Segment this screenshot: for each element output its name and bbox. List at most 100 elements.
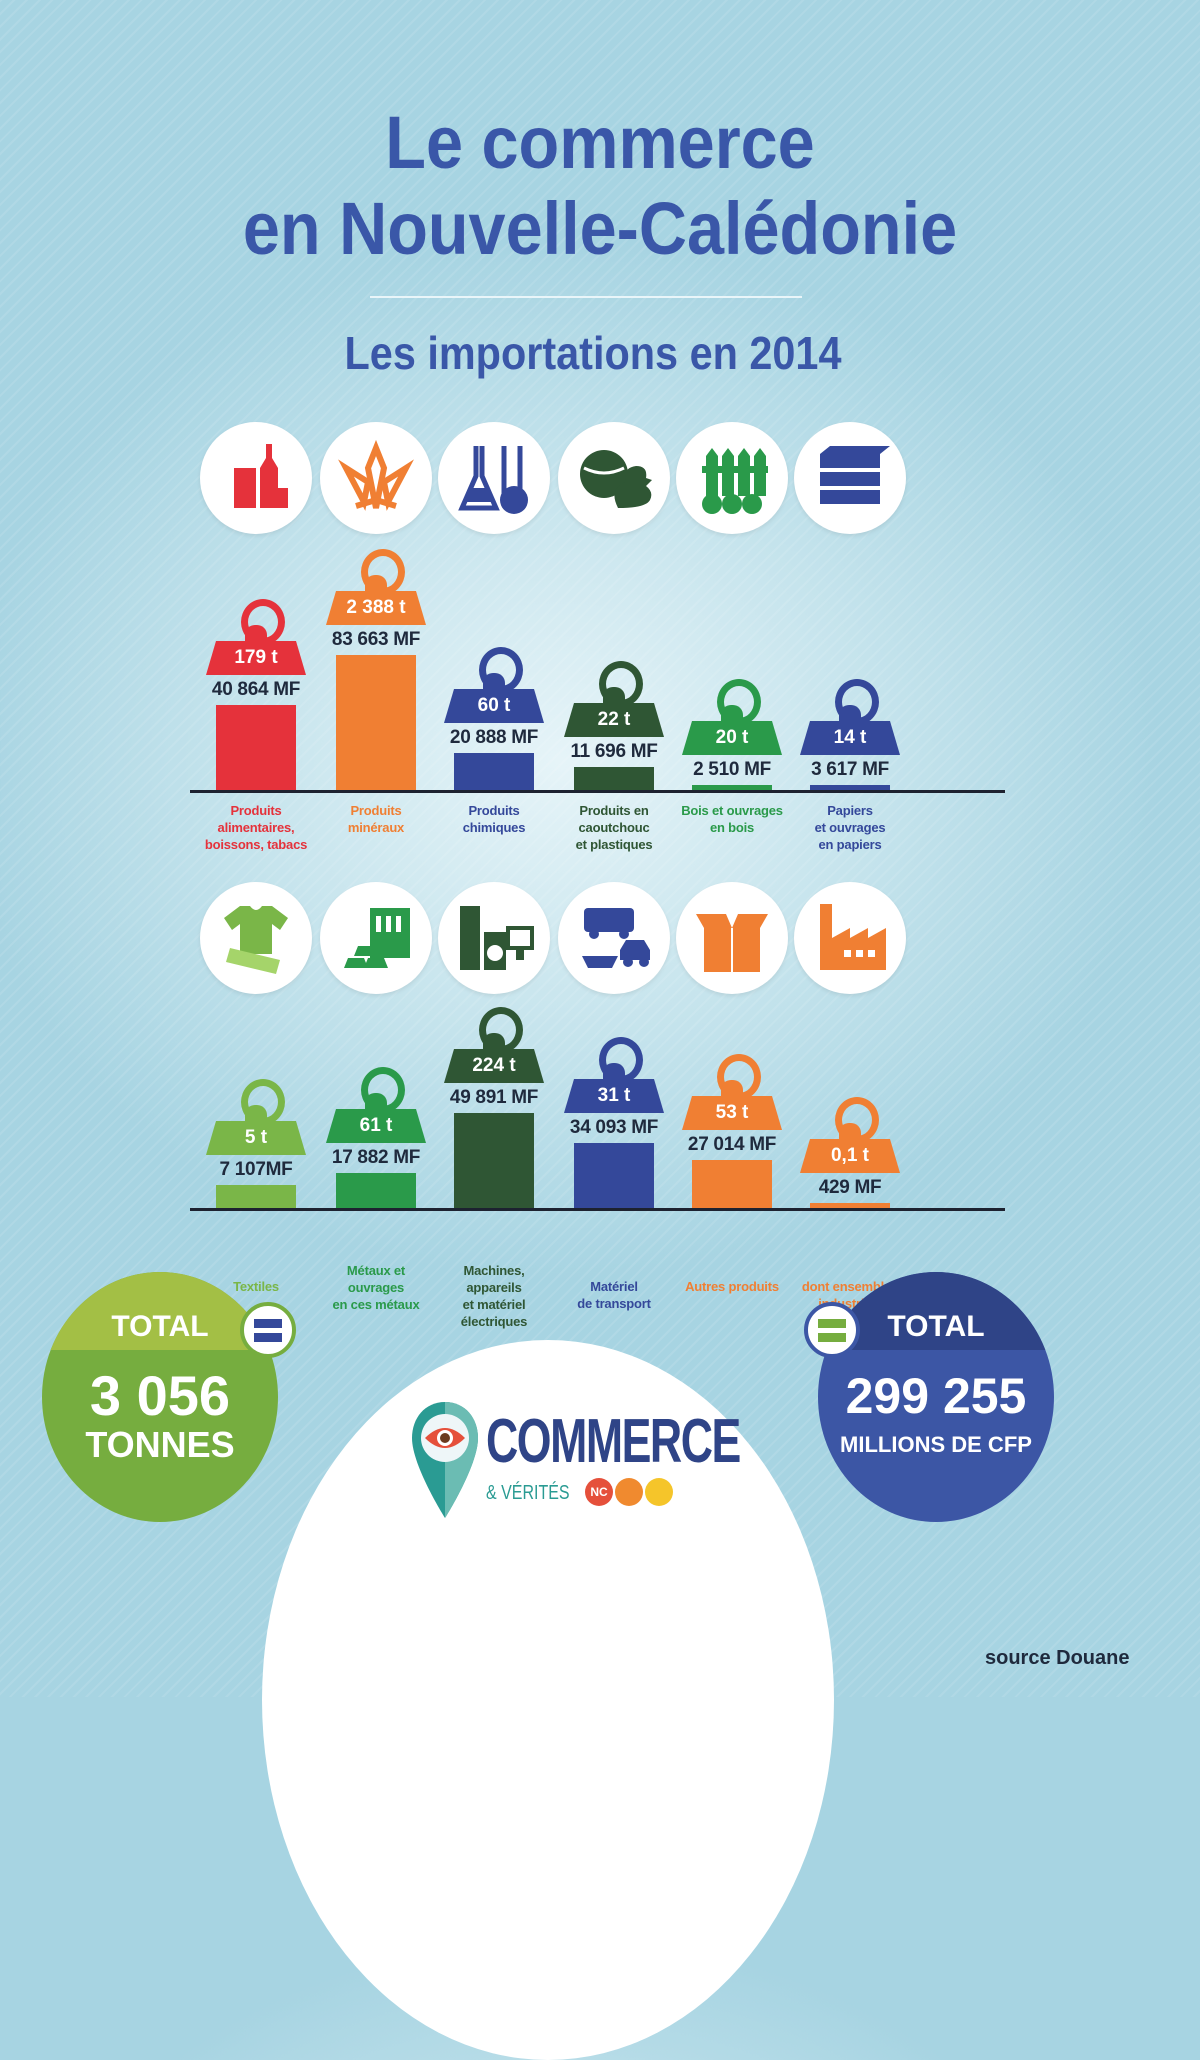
title-line-1: Le commerce — [385, 101, 815, 184]
weight-handle-icon — [831, 1097, 879, 1143]
weight-bar: 179 t 40 864 MF — [206, 599, 306, 790]
appliances-icon-circle — [438, 882, 550, 994]
category-label-line: Autres produits — [685, 1279, 779, 1294]
category-label: Produits en caoutchouc et plastiques — [544, 802, 684, 853]
value-label: 34 093 MF — [569, 1117, 659, 1138]
category-label-line: Produits — [468, 803, 520, 818]
tonnage-label: 61 t — [326, 1109, 426, 1143]
value-label: 11 696 MF — [570, 741, 658, 762]
total-tonnes-badge: TOTAL 3 056 TONNES — [42, 1272, 278, 1522]
value-label: 20 888 MF — [449, 727, 539, 748]
weight-bar: 31 t 34 093 MF — [564, 1037, 664, 1208]
logo-badge: NC — [585, 1478, 613, 1506]
total-tonnes-value: 3 056 — [89, 1364, 231, 1427]
category-label-line: Produits — [230, 803, 282, 818]
weight-handle-icon — [237, 599, 285, 645]
weight-handle-icon — [831, 679, 879, 725]
equals-icon — [804, 1302, 860, 1358]
weight-bar: 14 t 3 617 MF — [800, 679, 900, 790]
value-label: 83 663 MF — [331, 629, 421, 650]
weight-bar: 22 t 11 696 MF — [564, 661, 664, 790]
category-label: Autres produits — [662, 1278, 802, 1295]
tonnage-label: 224 t — [444, 1049, 544, 1083]
category-label-line: alimentaires, — [217, 820, 295, 835]
paper-books-icon — [820, 446, 890, 504]
weight-bar: 20 t 2 510 MF — [682, 679, 782, 790]
tonnage-label: 60 t — [444, 689, 544, 723]
value-label: 2 510 MF — [693, 759, 771, 780]
logo: COMMERCE & VÉRITÉS NC — [410, 1400, 741, 1540]
bar — [216, 1185, 296, 1208]
tonnage-label: 5 t — [206, 1121, 306, 1155]
paper-books-icon-circle — [794, 422, 906, 534]
weight-bar: 224 t 49 891 MF — [444, 1007, 544, 1208]
category-label-line: Matériel — [590, 1279, 638, 1294]
total-value-unit: MILLIONS DE CFP — [840, 1432, 1032, 1457]
chemistry-flask-icon — [458, 446, 528, 514]
tonnage-label: 0,1 t — [800, 1139, 900, 1173]
total-value-value: 299 255 — [845, 1368, 1027, 1424]
value-label: 3 617 MF — [811, 759, 889, 780]
category-label: Produits chimiques — [424, 802, 564, 836]
tonnage-label: 179 t — [206, 641, 306, 675]
title-line-2: en Nouvelle-Calédonie — [242, 187, 958, 270]
total-tonnes-unit: TONNES — [85, 1424, 235, 1465]
category-label-line: appareils — [466, 1280, 522, 1295]
weight-handle-icon — [475, 1007, 523, 1053]
bar — [810, 785, 890, 790]
ball-duck-icon-circle — [558, 422, 670, 534]
category-label: Métaux et ouvrages en ces métaux — [306, 1262, 446, 1313]
category-label-line: de transport — [577, 1296, 651, 1311]
textile-shirt-icon — [224, 906, 288, 974]
weight-handle-icon — [595, 1037, 643, 1083]
box-icon — [696, 914, 768, 972]
weight-bar: 61 t 17 882 MF — [326, 1067, 426, 1208]
minerals-crystal-icon-circle — [320, 422, 432, 534]
value-label: 7 107MF — [219, 1159, 293, 1180]
category-label: Textiles — [186, 1278, 326, 1295]
wood-fence-icon — [702, 448, 768, 514]
category-label-line: Produits — [350, 803, 402, 818]
value-label: 17 882 MF — [331, 1147, 421, 1168]
category-label: Produits minéraux — [306, 802, 446, 836]
category-label-line: chimiques — [462, 820, 526, 835]
category-label-line: en papiers — [818, 837, 882, 852]
factory-icon — [820, 904, 886, 970]
tonnage-label: 53 t — [682, 1096, 782, 1130]
category-label-line: Produits en — [579, 803, 649, 818]
weight-handle-icon — [595, 661, 643, 707]
metal-ingots-icon-circle — [320, 882, 432, 994]
textile-shirt-icon-circle — [200, 882, 312, 994]
category-label-line: et plastiques — [575, 837, 653, 852]
category-label-line: caoutchouc — [578, 820, 650, 835]
value-label: 27 014 MF — [687, 1134, 777, 1155]
category-label: Matériel de transport — [544, 1278, 684, 1312]
appliances-icon — [460, 906, 534, 970]
weight-handle-icon — [713, 1054, 761, 1100]
bar — [336, 1173, 416, 1208]
weight-handle-icon — [475, 647, 523, 693]
category-label-line: électriques — [460, 1314, 528, 1329]
orange-dot-icon — [615, 1478, 643, 1506]
value-label: 429 MF — [818, 1177, 882, 1198]
weight-handle-icon — [713, 679, 761, 725]
category-label-line: et matériel — [462, 1297, 526, 1312]
weight-bar: 53 t 27 014 MF — [682, 1054, 782, 1208]
factory-icon-circle — [794, 882, 906, 994]
category-label-line: boissons, tabacs — [204, 837, 308, 852]
weight-handle-icon — [237, 1079, 285, 1125]
value-label: 40 864 MF — [211, 679, 301, 700]
bar — [692, 1160, 772, 1208]
equals-icon — [240, 1302, 296, 1358]
category-label-line: ouvrages — [347, 1280, 405, 1295]
category-label-line: et ouvrages — [814, 820, 886, 835]
baseline — [190, 1208, 1005, 1211]
category-label: Produits alimentaires, boissons, tabacs — [186, 802, 326, 853]
category-label-line: Papiers — [827, 803, 873, 818]
weight-handle-icon — [357, 1067, 405, 1113]
food-drink-icon — [234, 444, 288, 508]
bar — [454, 1113, 534, 1208]
category-label-line: Textiles — [233, 1279, 279, 1294]
source-note: source Douane — [985, 1647, 1130, 1669]
bar — [810, 1203, 890, 1208]
